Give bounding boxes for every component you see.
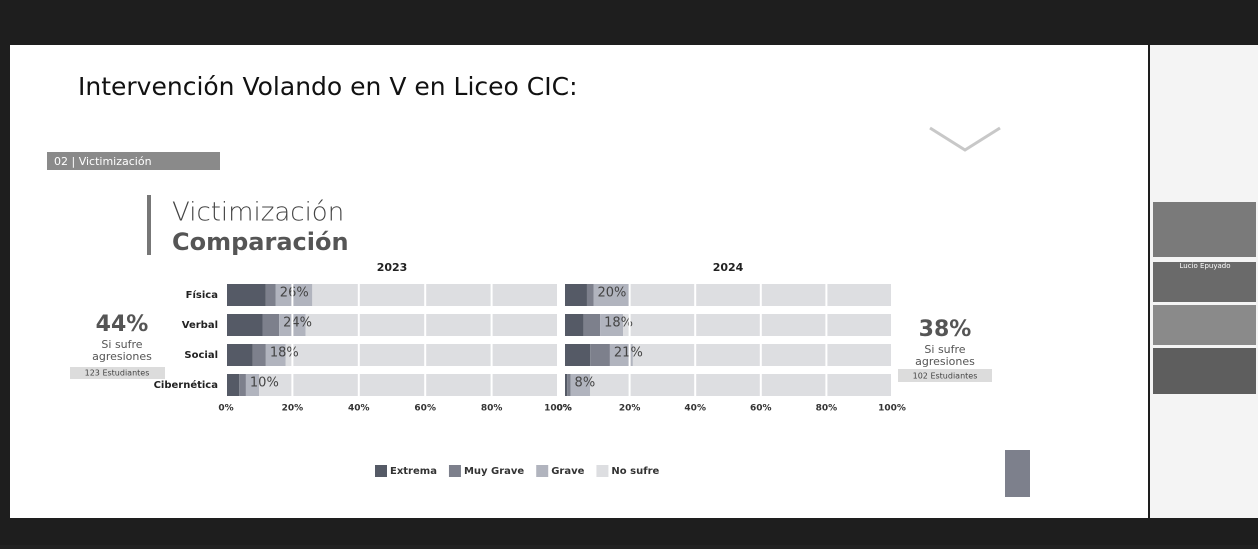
bar-segment [226, 374, 239, 396]
bar-segment [286, 344, 558, 366]
page: Lucio Epuyado Intervención Volando en V … [0, 0, 1258, 545]
x-tick-label: 80% [481, 404, 503, 414]
bar-segment [564, 314, 584, 336]
bar-segment [263, 314, 280, 336]
x-tick-label: 80% [816, 404, 838, 414]
video-tile [1153, 202, 1256, 257]
bar-segment [564, 344, 590, 366]
slide-title: Intervención Volando en V en Liceo CIC: [78, 72, 578, 101]
stat-count: 102 Estudiantes [913, 372, 978, 381]
legend-swatch [536, 465, 548, 477]
bar-segment [239, 374, 246, 396]
sum-label: 18% [270, 346, 299, 361]
sum-label: 21% [614, 346, 643, 361]
slide [10, 45, 1148, 518]
legend-label: Extrema [390, 466, 437, 477]
category-label: Verbal [182, 320, 218, 331]
video-tile [1153, 305, 1256, 345]
sum-label: 10% [250, 376, 279, 391]
legend-swatch [596, 465, 608, 477]
bar-segment [584, 314, 600, 336]
bar-segment [564, 284, 587, 306]
subheading: Comparación [172, 228, 349, 256]
bar-segment [587, 284, 594, 306]
stat-value: 44% [96, 312, 149, 337]
x-tick-label: 0% [556, 404, 571, 414]
heading: Victimización [172, 198, 344, 228]
legend-label: No sufre [611, 466, 659, 477]
panel-title: 2023 [377, 261, 408, 274]
screen: Lucio Epuyado Intervención Volando en V … [0, 0, 1258, 545]
category-label: Social [184, 350, 218, 361]
sum-label: 24% [283, 316, 312, 331]
x-tick-label: 40% [348, 404, 370, 414]
x-tick-label: 40% [684, 404, 706, 414]
x-tick-label: 20% [619, 404, 641, 414]
section-label: 02 | Victimización [54, 155, 152, 168]
bar-segment [266, 284, 276, 306]
bar-segment [259, 374, 558, 396]
bar-segment [623, 314, 892, 336]
panel-title: 2024 [713, 261, 744, 274]
x-tick-label: 60% [750, 404, 772, 414]
legend-swatch [375, 465, 387, 477]
category-label: Física [186, 289, 218, 301]
stat-value: 38% [919, 317, 972, 342]
category-label: Cibernética [154, 379, 218, 391]
x-tick-label: 20% [282, 404, 304, 414]
bar-segment [567, 374, 570, 396]
stat-text: agresiones [92, 350, 152, 363]
bar-segment [633, 344, 892, 366]
video-tile [1153, 348, 1256, 394]
legend-swatch [449, 465, 461, 477]
legend-label: Muy Grave [464, 466, 524, 477]
bar-segment [312, 284, 558, 306]
sum-label: 20% [598, 286, 627, 301]
x-tick-label: 60% [414, 404, 436, 414]
bar-segment [306, 314, 558, 336]
sum-label: 8% [575, 376, 596, 391]
bar-segment [590, 344, 610, 366]
bar-segment [226, 314, 263, 336]
stat-count: 123 Estudiantes [85, 369, 150, 378]
legend-label: Grave [551, 466, 584, 477]
bar-segment [226, 284, 266, 306]
participant-name: Lucio Epuyado [1180, 262, 1231, 270]
bar-segment [253, 344, 266, 366]
bar-segment [590, 374, 892, 396]
decor-block [1005, 450, 1030, 497]
x-tick-label: 0% [218, 404, 233, 414]
heading-bar [147, 195, 151, 255]
bar-segment [226, 344, 253, 366]
sum-label: 26% [280, 286, 309, 301]
x-tick-label: 100% [878, 404, 906, 414]
stat-text: agresiones [915, 355, 975, 368]
